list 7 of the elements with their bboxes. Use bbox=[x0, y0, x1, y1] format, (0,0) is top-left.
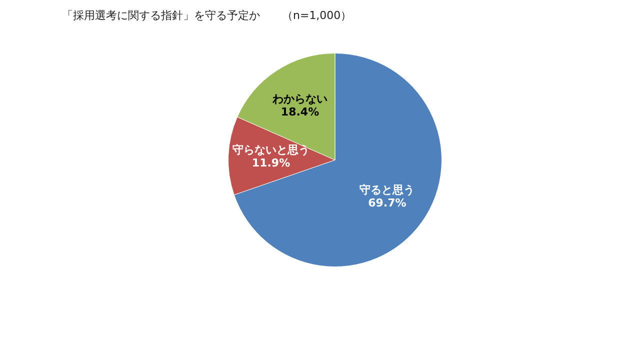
data-label: 11.9% bbox=[252, 156, 290, 170]
slice-label: 守らないと思う bbox=[232, 144, 310, 157]
slice-label: わからない bbox=[272, 92, 328, 106]
slice-label: 守ると思う bbox=[360, 184, 415, 197]
data-label: 69.7% bbox=[368, 196, 406, 210]
data-label: 18.4% bbox=[280, 106, 320, 119]
chart-title: 「採用選考に関する指針」を守る予定か （n=1,000） bbox=[62, 8, 352, 23]
